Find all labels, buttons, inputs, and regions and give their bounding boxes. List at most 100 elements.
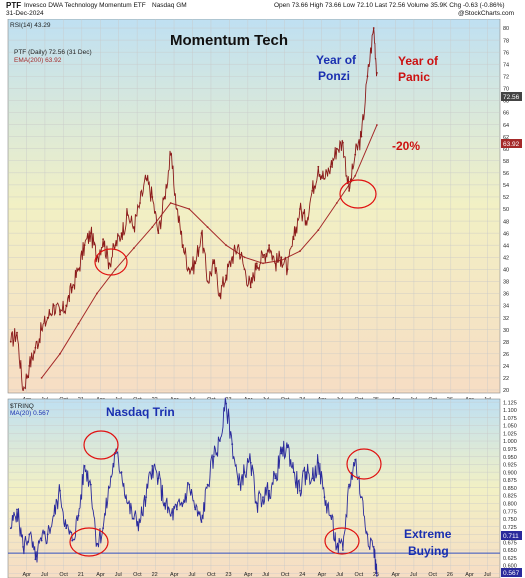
trin-ma20-point [280,452,283,455]
ptf-legend: PTF (Daily) 72.56 (31 Dec) [14,49,92,56]
price-tick-label: 60 [503,147,509,153]
trin-ma20-point [108,486,111,489]
ptf-price-point [231,256,234,259]
extreme-label: Extreme [404,527,452,541]
price-tick-label: 72 [503,75,509,81]
trin-ma20-point [65,527,68,530]
ema-200-points [40,124,378,379]
trin-last-tag: 0.711 [503,533,519,540]
circle-trin-2021-high [83,430,119,460]
trin-tick-label: 0.675 [503,540,517,546]
ptf-price-point [102,238,104,241]
trin-tick-label: 0.975 [503,447,517,453]
trin-tick-label: 0.600 [503,564,517,570]
price-tick-label: 34 [503,304,509,310]
trin-x-tick-label: Jul [336,572,343,578]
ema-200-point [188,208,191,210]
ptf-price-point [169,153,172,156]
trin-ma20-point [219,440,221,442]
trin-ma20-point [360,496,363,498]
trin-tick-label: 1.025 [503,431,517,437]
trin-x-tick-label: Oct [59,572,68,578]
trin-x-tick-label: Oct [281,572,290,578]
trin-ma20-point [335,546,338,548]
ema-200-point [243,256,246,259]
trin-ma20-point [200,521,203,523]
trin-tick-label: 0.775 [503,509,517,515]
trin-label: $TRINQ [10,403,34,410]
trin-x-tick-label: Apr [96,572,105,578]
trin-x-tick-label: Oct [207,572,216,578]
trin-x-tick-label: Jul [484,572,491,578]
trin-ma20-point [163,502,166,505]
trin-ma20-point [348,483,350,486]
circle-trin-2024-high [346,448,382,480]
ptf-price-point [225,274,228,277]
year-of-ponzi-line2: Ponzi [318,69,350,83]
trin-tick-label: 0.950 [503,455,517,461]
price-tick-label: 32 [503,316,509,322]
trin-x-tick-label: Apr [244,572,253,578]
trin-ma20-point [262,496,264,498]
ptf-price-point [255,262,258,265]
ptf-price-point [292,238,295,241]
ptf-price-point [132,226,135,229]
price-tick-label: 48 [503,219,509,225]
price-tick-label: 50 [503,207,509,213]
trin-x-tick-label: Apr [170,572,179,578]
trin-x-tick-label: Apr [391,572,400,578]
trin-tick-label: 0.750 [503,517,517,523]
trin-grid [8,399,500,574]
security-name: Invesco DWA Technology Momentum ETF [24,2,146,9]
ema-200-point [59,352,61,355]
ema-200-point [132,247,135,250]
trin-ma20-point [71,539,74,542]
trin-panel [7,398,501,578]
buying-label: Buying [408,544,449,558]
trin-ma20-point [157,477,160,480]
chart-canvas: 20 22 24 26 28 30 32 34 36 38 40 42 44 46 48 50 52 54 56 58… [7,19,522,578]
ema-200-point [354,174,357,177]
trin-tick-label: 0.825 [503,494,517,500]
trin-tick-label: 0.800 [503,501,517,507]
ema-200-point [299,250,301,253]
price-panel [7,19,501,394]
ptf-price-point [22,389,24,391]
price-tick-label: 62 [503,135,509,141]
trin-ma20-point [286,446,289,449]
trin-ma20-point [28,533,31,536]
trin-ma20-point [83,465,86,467]
ptf-price-point [200,232,203,235]
ptf-price-point [329,165,332,168]
ptf-price-point [83,244,86,247]
ptf-price-point [249,286,252,289]
trin-ma20-point [102,527,104,530]
ptf-price-point [354,153,357,156]
trin-ma20-point [169,514,172,517]
trin-ma20-point [206,483,209,486]
trin-ma20-point [120,471,123,474]
ptf-price-point [335,147,338,150]
trin-x-tick-label: Apr [318,572,327,578]
price-tick-label: 24 [503,364,509,370]
year-of-ponzi-line1: Year of [316,53,357,67]
ema-tag: 63.92 [503,141,520,148]
price-tick-label: 52 [503,195,509,201]
price-tick-label: 22 [503,376,509,382]
price-tick-label: 28 [503,340,509,346]
circle-2021 [94,248,128,276]
trin-ma20-point [212,455,215,458]
price-tick-label: 64 [503,123,509,129]
ptf-price-point [46,316,49,319]
trin-ma20-point [323,496,326,498]
trin-ma20-point [299,489,301,492]
ptf-price-point [16,331,18,334]
ptf-price-point [206,280,209,283]
ptf-price-point [77,268,80,271]
trin-ma20-point [354,458,357,461]
trin-tick-label: 1.075 [503,416,517,422]
chart-header: PTF Invesco DWA Technology Momentum ETF … [0,0,525,19]
trin-ma20-point [376,574,378,577]
ptf-price-point [53,304,55,307]
ptf-price-point [114,244,117,247]
